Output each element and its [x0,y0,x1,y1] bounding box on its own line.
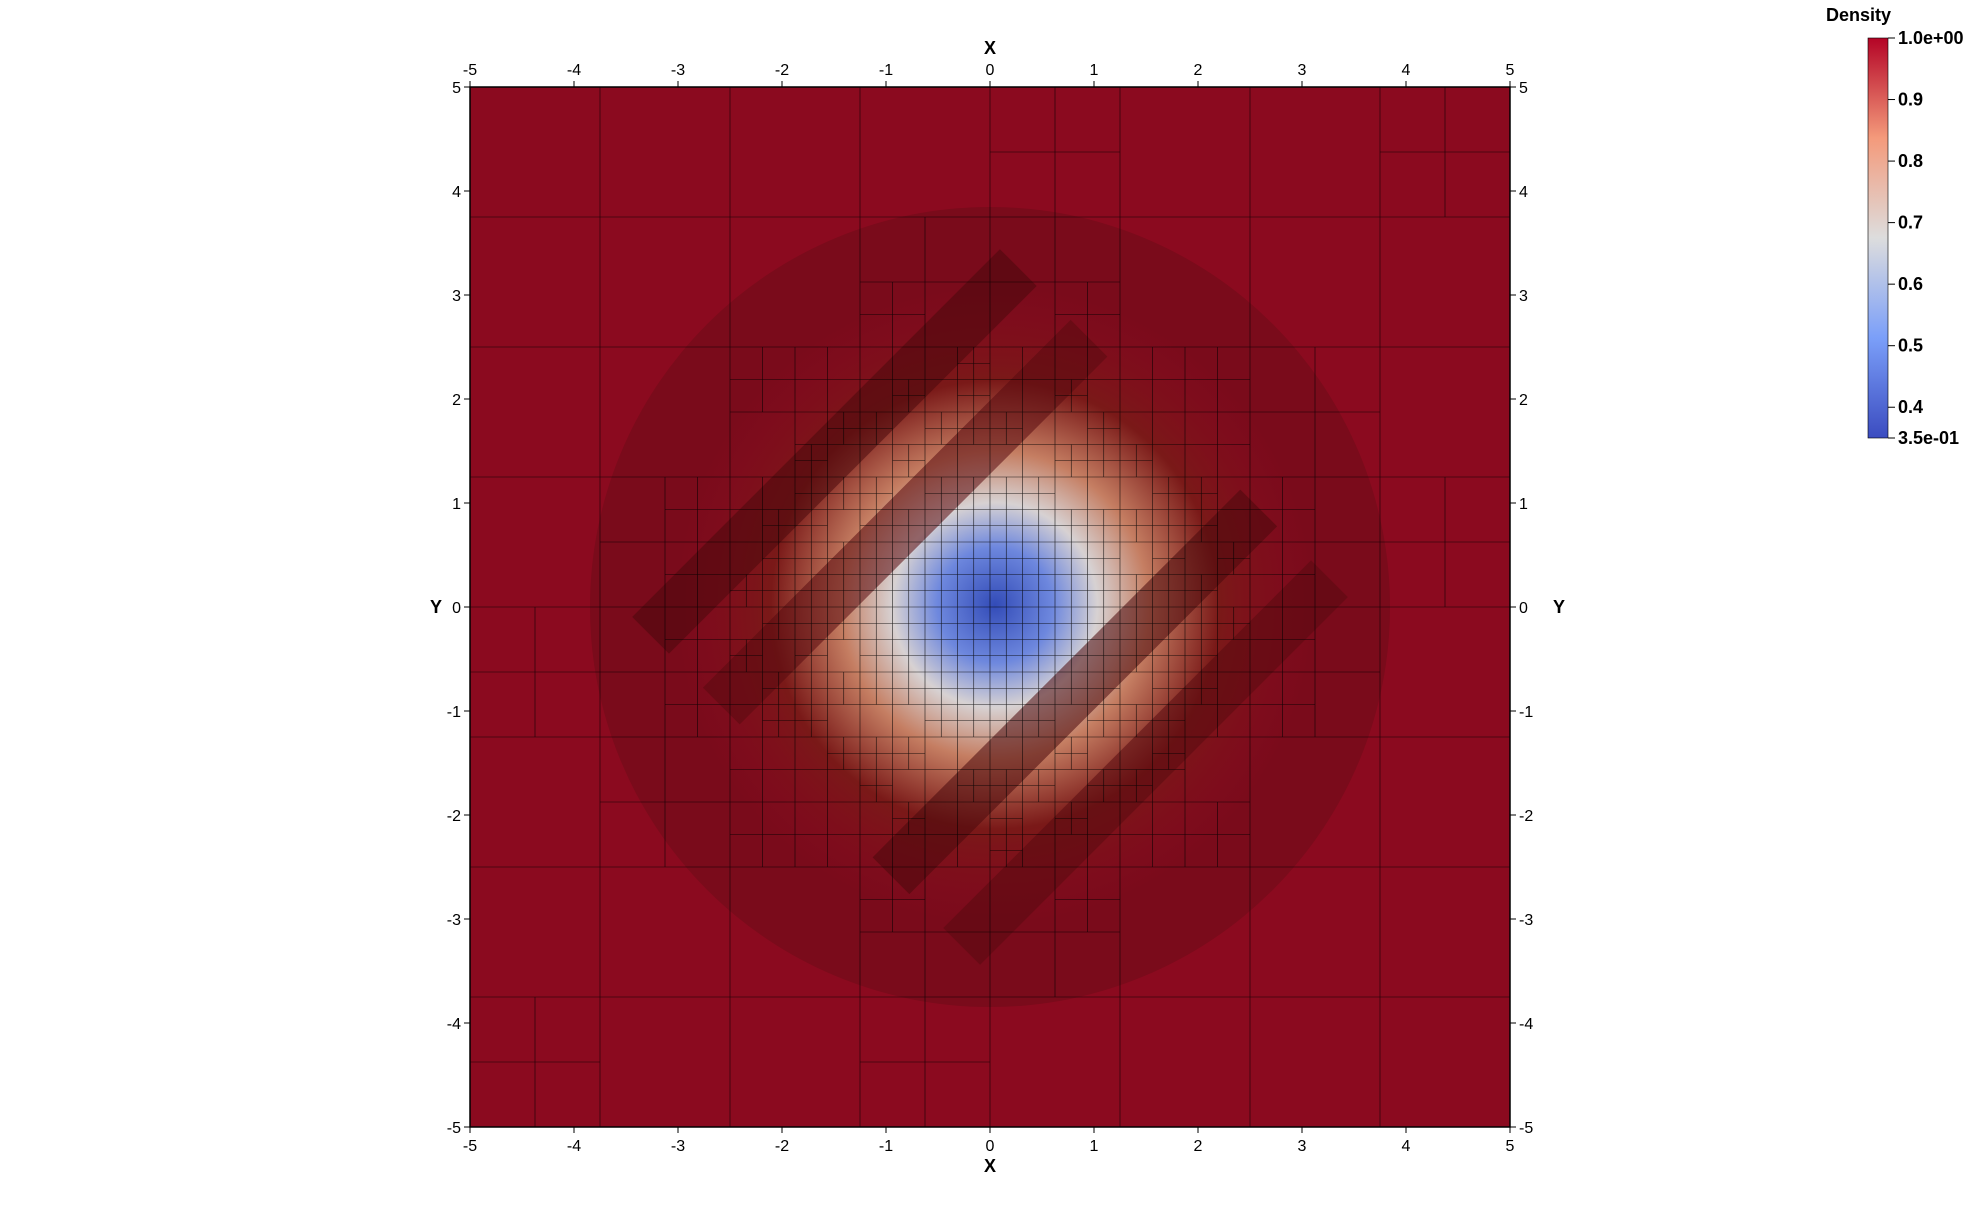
y-tick-label-left: -3 [447,912,461,929]
x-tick-label-top: -5 [463,62,477,79]
y-tick-label-right: 1 [1519,496,1528,513]
colorbar-tick-label: 0.6 [1898,274,1923,294]
x-tick-label-bottom: -2 [775,1138,789,1155]
x-tick-label-top: 5 [1506,62,1515,79]
y-tick-label-right: -4 [1519,1016,1533,1033]
y-tick-label-left: 0 [452,600,461,617]
y-tick-label-left: 4 [452,184,461,201]
y-tick-label-left: 3 [452,288,461,305]
colorbar-tick-label: 3.5e-01 [1898,428,1959,448]
y-tick-label-right: 4 [1519,184,1528,201]
colorbar-title: Density [1826,5,1891,25]
y-tick-label-left: 5 [452,80,461,97]
y-tick-label-right: -3 [1519,912,1533,929]
colorbar-gradient [1867,37,1889,439]
x-tick-label-top: 0 [986,62,995,79]
x-tick-label-bottom: -3 [671,1138,685,1155]
y-tick-label-right: -1 [1519,704,1533,721]
colorbar: Density 1.0e+00 0.9 0.8 0.7 0.6 0.5 0.4 3.5e-01 [1826,5,1964,448]
x-tick-label-bottom: 2 [1194,1138,1203,1155]
y-axis-title-left: Y [430,597,442,617]
y-tick-label-left: -5 [447,1120,461,1137]
y-tick-label-right: -2 [1519,808,1533,825]
x-axis-title-bottom: X [984,1156,996,1176]
x-tick-label-bottom: 0 [986,1138,995,1155]
y-tick-label-left: -2 [447,808,461,825]
x-tick-label-top: -2 [775,62,789,79]
colorbar-ticks: 1.0e+00 0.9 0.8 0.7 0.6 0.5 0.4 3.5e-01 [1888,28,1964,448]
colorbar-tick-label: 0.4 [1898,397,1923,417]
colorbar-tick-label: 0.9 [1898,90,1923,110]
x-tick-label-bottom: 1 [1090,1138,1099,1155]
y-tick-label-left: -4 [447,1016,461,1033]
x-tick-label-top: -1 [879,62,893,79]
x-tick-label-top: -3 [671,62,685,79]
y-tick-label-left: -1 [447,704,461,721]
colorbar-tick-label: 1.0e+00 [1898,28,1964,48]
x-tick-label-top: 4 [1402,62,1411,79]
y-tick-label-left: 1 [452,496,461,513]
x-tick-label-top: 1 [1090,62,1099,79]
density-core [675,285,1315,925]
colorbar-tick-label: 0.5 [1898,336,1923,356]
y-tick-label-right: 2 [1519,392,1528,409]
x-tick-label-top: 2 [1194,62,1203,79]
band [632,249,1037,654]
y-tick-label-right: 3 [1519,288,1528,305]
x-tick-label-bottom: -4 [567,1138,581,1155]
x-tick-label-top: -4 [567,62,581,79]
y-tick-label-right: 0 [1519,600,1528,617]
x-axis-title-top: X [984,38,996,58]
y-tick-label-right: -5 [1519,1120,1533,1137]
x-tick-label-top: 3 [1298,62,1307,79]
x-tick-label-bottom: 3 [1298,1138,1307,1155]
amr-mesh [470,87,1510,1127]
colorbar-tick-label: 0.8 [1898,151,1923,171]
y-axis-title-right: Y [1553,597,1565,617]
y-tick-label-left: 2 [452,392,461,409]
mesh-cells [470,87,1510,1127]
x-tick-label-bottom: 5 [1506,1138,1515,1155]
y-tick-label-right: 5 [1519,80,1528,97]
x-tick-label-bottom: -1 [879,1138,893,1155]
x-tick-label-bottom: -5 [463,1138,477,1155]
band [943,560,1348,965]
x-tick-label-bottom: 4 [1402,1138,1411,1155]
colorbar-tick-label: 0.7 [1898,213,1923,233]
